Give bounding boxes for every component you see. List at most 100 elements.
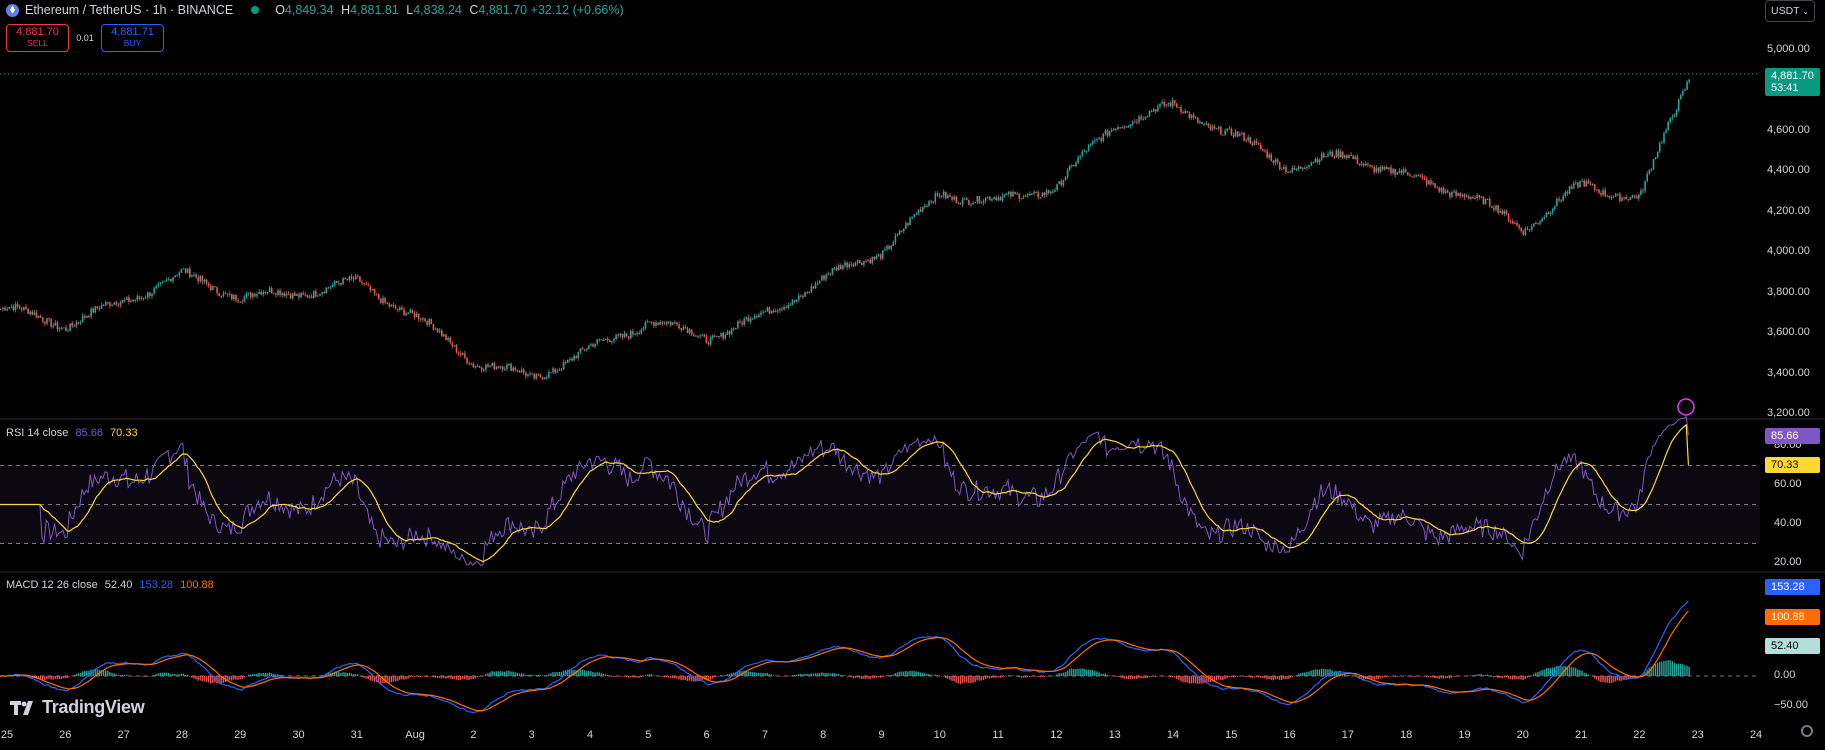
macd-histogram-bar xyxy=(1313,670,1314,676)
macd-histogram-bar xyxy=(1499,676,1500,678)
candle xyxy=(143,298,145,299)
candle xyxy=(412,309,414,312)
macd-histogram-bar xyxy=(275,675,276,676)
buy-button[interactable]: 4,881.71 BUY xyxy=(101,24,164,52)
candle xyxy=(1451,192,1453,197)
candle xyxy=(901,230,903,231)
candle xyxy=(727,331,729,335)
macd-histogram-bar xyxy=(242,676,243,679)
candle xyxy=(395,306,397,309)
candle xyxy=(683,327,685,330)
macd-histogram-bar xyxy=(836,674,837,676)
macd-histogram-bar xyxy=(1052,676,1053,677)
candle xyxy=(473,364,475,367)
currency-dropdown[interactable]: USDT ⌄ xyxy=(1765,0,1815,22)
candle xyxy=(1292,168,1294,172)
candle xyxy=(1107,131,1109,136)
candle xyxy=(1306,167,1308,168)
candle xyxy=(538,374,540,375)
candle xyxy=(519,371,521,373)
macd-histogram-bar xyxy=(1229,676,1230,677)
candle xyxy=(584,349,586,350)
time-tick-label: 25 xyxy=(0,729,22,741)
candle xyxy=(1058,181,1060,184)
candle xyxy=(594,344,596,347)
macd-histogram-bar xyxy=(1069,669,1070,676)
candle xyxy=(515,368,517,371)
macd-histogram-bar xyxy=(1292,676,1293,677)
macd-histogram-bar xyxy=(974,676,975,682)
candle xyxy=(1321,153,1323,159)
tradingview-logo[interactable]: TradingView xyxy=(10,697,144,718)
macd-histogram-bar xyxy=(918,672,919,676)
macd-histogram-bar xyxy=(288,676,289,677)
candle xyxy=(1489,199,1491,206)
macd-histogram-bar xyxy=(246,676,247,677)
sell-button[interactable]: 4,881.70 SELL xyxy=(6,24,69,52)
candle xyxy=(825,275,827,280)
macd-histogram-bar xyxy=(626,676,627,677)
candle xyxy=(785,307,787,308)
candle xyxy=(821,276,823,281)
symbol-title[interactable]: Ethereum / TetherUS · 1h · BINANCE xyxy=(25,3,233,17)
candle xyxy=(69,323,71,331)
candle xyxy=(1348,155,1350,158)
candle xyxy=(972,203,974,205)
candle xyxy=(945,192,947,198)
candle xyxy=(1520,228,1522,231)
macd-histogram-bar xyxy=(50,676,51,679)
candle xyxy=(1042,193,1044,197)
macd-histogram-bar xyxy=(69,676,70,677)
candle xyxy=(153,288,155,293)
candle xyxy=(1313,162,1315,163)
macd-histogram-bar xyxy=(76,674,77,676)
candle xyxy=(1472,197,1474,198)
macd-histogram-bar xyxy=(668,676,669,677)
macd-histogram-bar xyxy=(1315,669,1316,676)
macd-histogram-bar xyxy=(540,675,541,676)
macd-histogram-bar xyxy=(1546,668,1547,676)
macd-histogram-bar xyxy=(65,676,66,678)
macd-histogram-bar xyxy=(1153,676,1154,677)
candle xyxy=(447,338,449,340)
candle xyxy=(202,276,204,282)
signal-line xyxy=(0,611,1688,711)
macd-histogram-bar xyxy=(1508,676,1509,679)
candle xyxy=(1124,127,1126,128)
macd-histogram-bar xyxy=(309,676,310,677)
macd-histogram-bar xyxy=(48,676,49,679)
candle xyxy=(1541,219,1543,222)
macd-histogram-bar xyxy=(710,676,711,680)
time-tick-label: 4 xyxy=(575,729,605,741)
macd-histogram-bar xyxy=(86,671,87,676)
candle xyxy=(1415,175,1417,177)
macd-histogram-bar xyxy=(1222,676,1223,680)
macd-histogram-bar xyxy=(536,675,537,676)
rsi-legend[interactable]: RSI 14 close 85.66 70.33 xyxy=(6,427,138,439)
macd-histogram-bar xyxy=(848,676,849,677)
candle xyxy=(1157,106,1159,111)
macd-histogram-bar xyxy=(1014,676,1015,677)
macd-histogram-bar xyxy=(1447,676,1448,678)
candle xyxy=(693,335,695,336)
macd-histogram-bar xyxy=(1672,661,1673,676)
time-tick-label: 22 xyxy=(1624,729,1654,741)
candle xyxy=(374,289,376,294)
macd-histogram-bar xyxy=(1134,676,1135,679)
macd-legend[interactable]: MACD 12 26 close 52.40 153.28 100.88 xyxy=(6,579,214,591)
candle xyxy=(1667,122,1669,130)
settings-gear-icon[interactable] xyxy=(1801,725,1813,737)
macd-histogram-bar xyxy=(1411,676,1412,677)
macd-histogram-bar xyxy=(1537,672,1538,676)
candle xyxy=(1109,131,1111,135)
market-status-icon[interactable] xyxy=(251,6,259,14)
macd-histogram-bar xyxy=(859,676,860,678)
macd-histogram-bar xyxy=(683,676,684,680)
candle xyxy=(1516,223,1518,225)
macd-histogram-bar xyxy=(970,676,971,683)
candle xyxy=(939,195,941,197)
candle xyxy=(1040,197,1042,198)
macd-histogram-bar xyxy=(1109,675,1110,676)
